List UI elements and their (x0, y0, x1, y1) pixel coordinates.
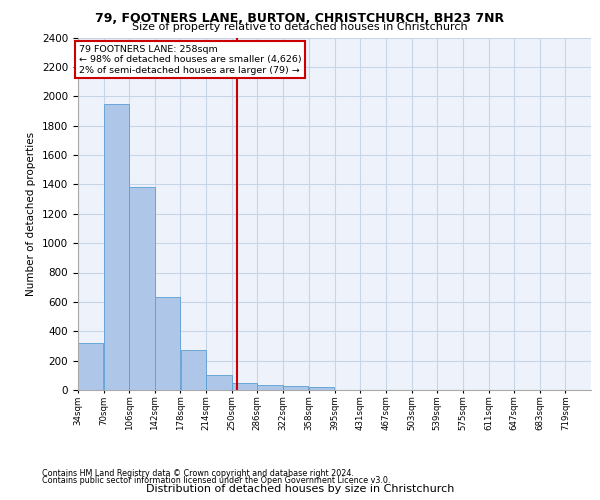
Bar (308, 387, 334, 390)
Bar (104, 104, 129, 390)
Bar (155, 298, 181, 390)
Bar (130, 188, 155, 390)
Y-axis label: Number of detached properties: Number of detached properties (26, 132, 37, 296)
Bar (232, 382, 257, 390)
Text: Contains public sector information licensed under the Open Government Licence v3: Contains public sector information licen… (42, 476, 391, 485)
Bar (78, 343, 103, 390)
Text: 79 FOOTNERS LANE: 258sqm
← 98% of detached houses are smaller (4,626)
2% of semi: 79 FOOTNERS LANE: 258sqm ← 98% of detach… (79, 45, 301, 74)
Bar (206, 376, 232, 390)
Text: Contains HM Land Registry data © Crown copyright and database right 2024.: Contains HM Land Registry data © Crown c… (42, 468, 354, 477)
Text: Size of property relative to detached houses in Christchurch: Size of property relative to detached ho… (132, 22, 468, 32)
Bar (283, 386, 308, 390)
Bar (181, 350, 206, 390)
Bar (257, 385, 283, 390)
Text: 79, FOOTNERS LANE, BURTON, CHRISTCHURCH, BH23 7NR: 79, FOOTNERS LANE, BURTON, CHRISTCHURCH,… (95, 12, 505, 26)
Text: Distribution of detached houses by size in Christchurch: Distribution of detached houses by size … (146, 484, 454, 494)
